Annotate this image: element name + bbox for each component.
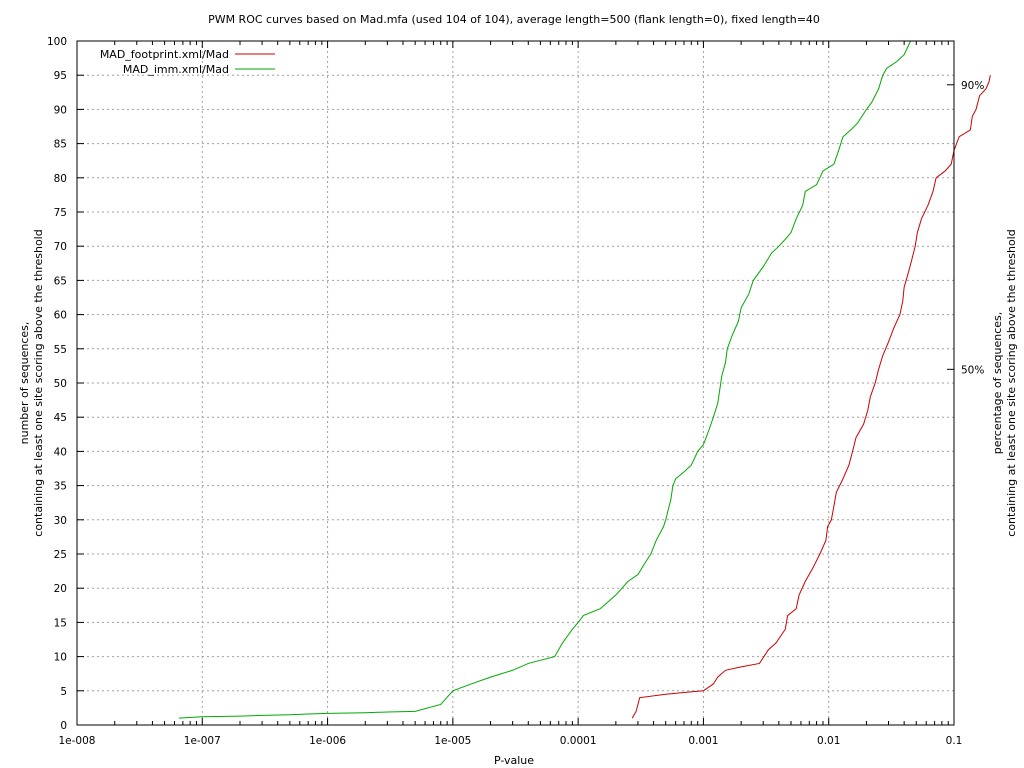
y-tick-label: 60 — [54, 310, 67, 322]
series-lines — [178, 40, 991, 719]
x-tick-label: 1e-006 — [309, 735, 346, 747]
grid-lines — [77, 41, 954, 725]
y-tick-labels: 0 5 10 15 20 25 30 35 40 45 50 55 60 65 70 75 80 85 90 95 10… — [47, 36, 67, 732]
y-tick-label: 95 — [54, 70, 67, 82]
x-tick-label: 1e-008 — [59, 735, 96, 747]
series-line-1 — [178, 40, 912, 719]
y-tick-label: 100 — [47, 36, 67, 48]
legend-label-footprint: MAD_footprint.xml/Mad — [100, 48, 229, 61]
y-tick-label: 85 — [54, 139, 67, 151]
y-tick-label: 30 — [54, 515, 67, 527]
x-axis-label: P-value — [494, 754, 534, 767]
y-axis-label-line1: number of sequences, — [18, 322, 31, 445]
legend: MAD_footprint.xml/Mad MAD_imm.xml/Mad — [100, 48, 275, 76]
y-tick-label: 0 — [60, 720, 67, 732]
y-tick-label: 45 — [54, 412, 67, 424]
y-tick-label: 50 — [54, 378, 67, 390]
chart-title: PWM ROC curves based on Mad.mfa (used 10… — [208, 13, 820, 26]
y-tick-label: 40 — [54, 446, 67, 458]
y-tick-label: 10 — [54, 652, 67, 664]
y-tick-label: 5 — [60, 686, 67, 698]
y-axis-label-line2: containing at least one site scoring abo… — [32, 229, 45, 536]
y-tick-label: 70 — [54, 241, 67, 253]
axis-ticks — [76, 40, 955, 726]
y-tick-label: 35 — [54, 481, 67, 493]
y-tick-label: 75 — [54, 207, 67, 219]
legend-label-imm: MAD_imm.xml/Mad — [123, 63, 229, 76]
y2-axis-label-line2: containing at least one site scoring abo… — [1005, 229, 1018, 536]
y-tick-label: 15 — [54, 617, 67, 629]
y-tick-label: 90 — [54, 104, 67, 116]
y2-axis-label-line1: percentage of sequences, — [991, 312, 1004, 454]
y2-markers: 90% 50% — [961, 80, 984, 377]
x-tick-label: 1e-005 — [434, 735, 471, 747]
x-tick-label: 0.1 — [946, 735, 963, 747]
y-tick-label: 80 — [54, 173, 67, 185]
y-tick-label: 65 — [54, 275, 67, 287]
x-tick-label: 0.01 — [817, 735, 840, 747]
x-tick-label: 1e-007 — [184, 735, 221, 747]
x-tick-labels: 1e-008 1e-007 1e-006 1e-005 0.0001 0.001 0.01 0… — [59, 735, 963, 747]
y-tick-label: 55 — [54, 344, 67, 356]
y-tick-label: 20 — [54, 583, 67, 595]
y2-marker-label: 90% — [961, 80, 984, 92]
y-tick-label: 25 — [54, 549, 67, 561]
y2-marker-label: 50% — [961, 364, 984, 376]
series-line-0 — [631, 75, 991, 719]
x-tick-label: 0.001 — [688, 735, 718, 747]
x-tick-label: 0.0001 — [560, 735, 597, 747]
